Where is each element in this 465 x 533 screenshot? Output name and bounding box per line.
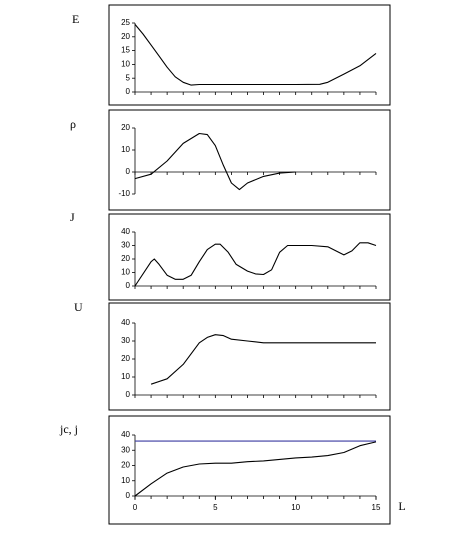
x-tick-label: 10 [291,503,300,512]
y-tick-label: 20 [121,32,130,41]
panel-title: jc, j [59,422,78,436]
y-tick-label: 0 [126,491,131,500]
data-line [134,441,377,497]
data-line [150,334,376,385]
panel-frame [108,213,391,301]
y-tick-label: 10 [121,60,130,69]
y-tick-label: 25 [121,18,130,27]
y-tick-label: -10 [118,189,130,198]
data-line [134,242,377,287]
panel-title: ρ [70,117,76,131]
panel-title: J [70,210,75,224]
y-tick-label: 30 [121,336,130,345]
panel-title: U [74,300,83,314]
y-tick-label: 0 [126,390,131,399]
panel-title: E [72,12,79,26]
y-tick-label: 40 [121,318,130,327]
y-tick-label: 30 [121,241,130,250]
y-tick-label: 20 [121,123,130,132]
panel-frame [108,302,391,411]
x-tick-label: 15 [372,503,381,512]
panel-frame [108,109,391,211]
x-tick-label: 0 [133,503,138,512]
y-tick-label: 10 [121,145,130,154]
y-tick-label: 20 [121,354,130,363]
y-tick-label: 30 [121,445,130,454]
panel-frame [108,415,391,525]
x-axis-label: L [398,499,405,513]
y-tick-label: 10 [121,372,130,381]
y-tick-label: 0 [126,167,131,176]
y-tick-label: 20 [121,461,130,470]
y-tick-label: 0 [126,281,131,290]
panel-frame [108,4,391,106]
y-tick-label: 5 [126,73,131,82]
y-tick-label: 40 [121,430,130,439]
data-line [134,132,296,191]
y-tick-label: 15 [121,46,130,55]
y-tick-label: 20 [121,254,130,263]
x-tick-label: 5 [213,503,218,512]
data-line [134,24,377,86]
y-tick-label: 10 [121,268,130,277]
y-tick-label: 10 [121,476,130,485]
y-tick-label: 40 [121,227,130,236]
y-tick-label: 0 [126,87,131,96]
